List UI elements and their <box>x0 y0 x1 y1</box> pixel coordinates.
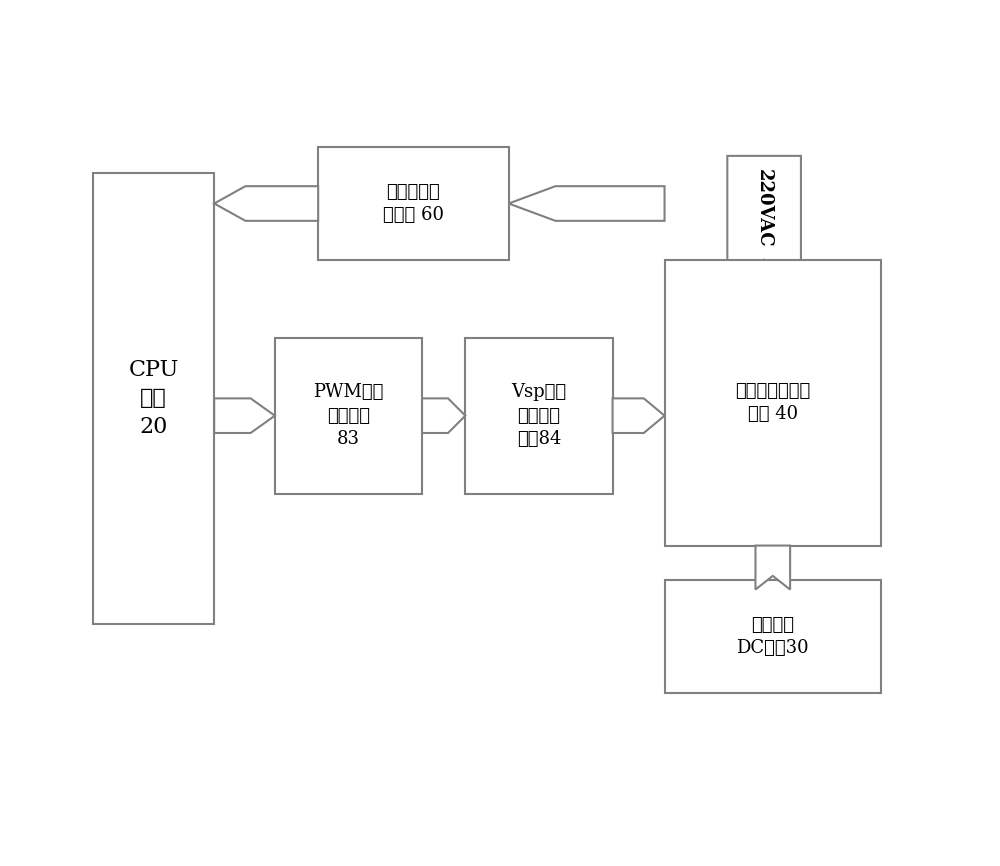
Text: Vsp电压
产生电路
模块84: Vsp电压 产生电路 模块84 <box>511 383 567 449</box>
Polygon shape <box>755 546 790 590</box>
Polygon shape <box>509 186 665 221</box>
FancyBboxPatch shape <box>275 338 422 494</box>
FancyBboxPatch shape <box>318 147 509 260</box>
Text: CPU
模块
20: CPU 模块 20 <box>128 359 179 438</box>
FancyBboxPatch shape <box>665 580 881 693</box>
Polygon shape <box>422 398 465 433</box>
Polygon shape <box>214 398 275 433</box>
Text: 整流电路
DC模块30: 整流电路 DC模块30 <box>736 616 809 657</box>
Text: 内置式直流电机
模块 40: 内置式直流电机 模块 40 <box>735 382 810 423</box>
Polygon shape <box>613 398 665 433</box>
Text: 转速反馈信
号模块 60: 转速反馈信 号模块 60 <box>383 183 444 224</box>
Polygon shape <box>214 186 318 221</box>
Text: 220VAC: 220VAC <box>755 169 773 247</box>
Text: PWM脉冲
信号模块
83: PWM脉冲 信号模块 83 <box>313 383 384 449</box>
FancyBboxPatch shape <box>665 260 881 546</box>
FancyBboxPatch shape <box>93 173 214 624</box>
Polygon shape <box>727 156 801 307</box>
FancyBboxPatch shape <box>465 338 613 494</box>
